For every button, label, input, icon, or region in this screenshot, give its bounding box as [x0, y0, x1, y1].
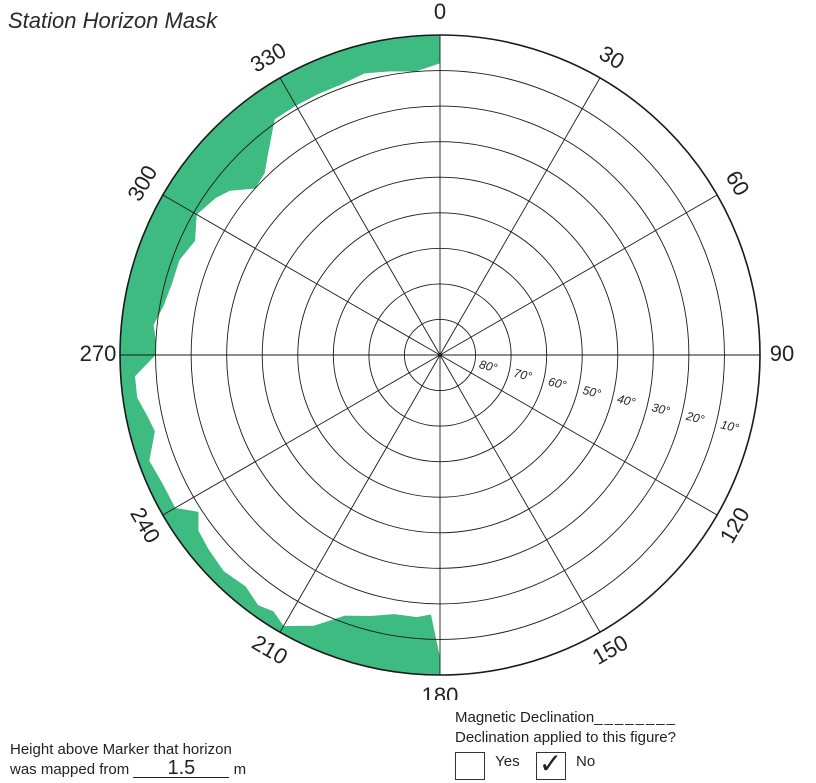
mask-layer — [120, 35, 440, 675]
declination-label: Magnetic Declination — [455, 709, 595, 726]
azimuth-label-300: 300 — [122, 161, 162, 205]
no-checkbox[interactable]: ✓ — [535, 748, 566, 780]
azimuth-spoke-300 — [162, 194, 441, 356]
yes-checkbox[interactable] — [455, 752, 485, 780]
ring-label-20: 20° — [684, 409, 706, 427]
azimuth-spoke-240 — [162, 354, 441, 516]
ring-label-40: 40° — [616, 392, 637, 410]
height-label-prefix: was mapped from — [10, 761, 130, 778]
height-value[interactable]: 1.5 — [133, 758, 230, 778]
no-label: No — [576, 753, 596, 770]
azimuth-spoke-60 — [439, 194, 718, 356]
chart-title: Station Horizon Mask — [8, 8, 218, 33]
ring-label-80: 80° — [478, 357, 499, 375]
ring-label-70: 70° — [512, 366, 533, 384]
azimuth-spoke-150 — [439, 354, 601, 633]
azimuth-spoke-330 — [279, 77, 441, 356]
azimuth-label-90: 90 — [770, 341, 794, 366]
azimuth-spoke-30 — [439, 77, 601, 356]
azimuth-spoke-120 — [439, 354, 718, 516]
declination-block: Magnetic Declination________ Declination… — [455, 708, 677, 782]
height-field: Height above Marker that horizon was map… — [10, 740, 246, 779]
azimuth-label-0: 0 — [434, 0, 446, 24]
ring-label-10: 10° — [719, 417, 740, 435]
azimuth-label-30: 30 — [595, 40, 629, 74]
height-label-line1: Height above Marker that horizon — [10, 741, 232, 758]
mask-area — [120, 35, 440, 675]
declination-blank[interactable]: ________ — [594, 709, 677, 726]
ring-label-30: 30° — [650, 400, 671, 418]
grid-layer — [119, 34, 761, 676]
yes-label: Yes — [495, 753, 520, 770]
ring-label-60: 60° — [547, 374, 568, 392]
ring-label-50: 50° — [581, 383, 602, 401]
azimuth-label-270: 270 — [80, 341, 117, 366]
azimuth-label-60: 60 — [721, 166, 755, 200]
no-check-icon: ✓ — [538, 748, 563, 779]
azimuth-label-180: 180 — [422, 683, 459, 700]
declination-question: Declination applied to this figure? — [455, 729, 676, 746]
height-unit: m — [233, 761, 247, 778]
azimuth-spoke-210 — [279, 354, 441, 633]
azimuth-label-330: 330 — [246, 37, 290, 77]
